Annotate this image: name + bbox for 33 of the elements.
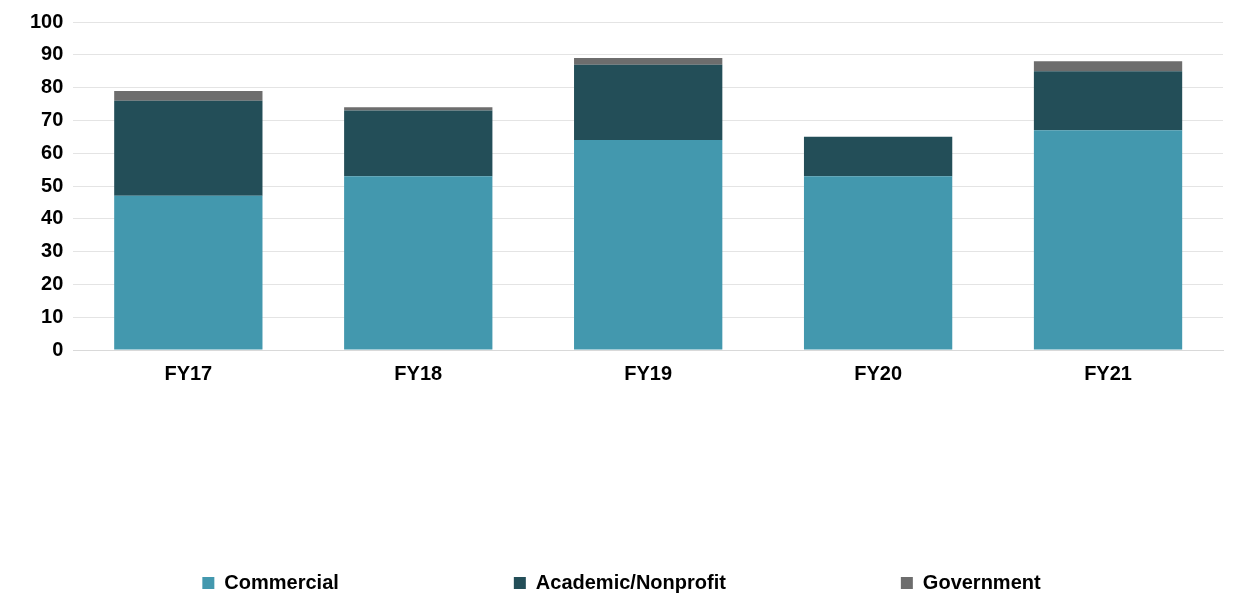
y-tick-label: 100	[29, 9, 64, 32]
bar	[803, 136, 953, 177]
y-tick-label: 40	[41, 206, 64, 229]
x-tick-label: FY21	[1084, 361, 1132, 384]
bar	[1033, 61, 1183, 72]
x-tick-label: FY17	[164, 361, 213, 384]
legend-label: Government	[922, 570, 1041, 593]
bar	[344, 176, 493, 350]
x-tick-label: FY19	[624, 361, 673, 384]
y-tick-label: 30	[41, 239, 64, 262]
legend-label: Academic/Nonprofit	[535, 570, 727, 593]
bar	[574, 140, 723, 350]
bar	[114, 100, 263, 196]
y-tick-label: 50	[41, 173, 64, 196]
bar	[114, 195, 263, 350]
y-tick-label: 60	[41, 140, 64, 163]
bar	[1033, 130, 1183, 350]
x-tick-label: FY18	[394, 361, 443, 384]
x-tick-label: FY20	[854, 361, 903, 384]
y-tick-label: 20	[41, 271, 64, 294]
bar	[344, 110, 493, 177]
y-tick-label: 80	[41, 75, 64, 98]
bar	[114, 90, 263, 101]
bar	[344, 107, 493, 111]
y-tick-label: 90	[41, 42, 64, 65]
bar	[803, 176, 953, 350]
bar	[574, 64, 723, 141]
y-tick-label: 70	[41, 107, 64, 130]
y-tick-label: 10	[41, 304, 64, 327]
y-tick-label: 0	[52, 337, 64, 360]
bar	[574, 58, 723, 65]
legend-label: Commercial	[224, 570, 339, 593]
bar	[1033, 71, 1183, 131]
